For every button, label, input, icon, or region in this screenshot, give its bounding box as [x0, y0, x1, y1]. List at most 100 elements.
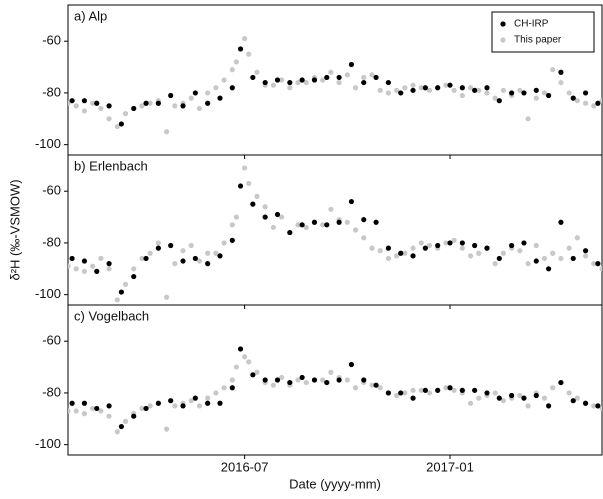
legend-label: This paper [514, 35, 562, 46]
data-point [139, 255, 145, 262]
data-point [435, 387, 441, 393]
data-point [324, 379, 330, 386]
data-point [558, 379, 564, 386]
data-point [279, 374, 285, 381]
data-point [320, 77, 326, 83]
y-axis-label: δ²H (‰-VSMOW) [7, 179, 22, 280]
data-point [233, 364, 240, 370]
data-point [418, 85, 424, 91]
data-point [118, 289, 124, 295]
data-point [377, 87, 383, 93]
data-point [550, 250, 556, 256]
data-point [287, 379, 293, 386]
y-tick-label: -100 [35, 436, 61, 451]
data-point [336, 74, 342, 81]
data-point [369, 245, 375, 251]
data-point [394, 87, 400, 93]
data-point [81, 98, 88, 104]
data-point [73, 408, 79, 414]
panel-title: b) Erlenbach [74, 158, 148, 173]
data-point [254, 69, 260, 75]
data-point [533, 392, 539, 399]
data-point [98, 255, 104, 262]
data-point [303, 379, 309, 386]
plot-area [68, 346, 602, 435]
data-point [250, 74, 256, 81]
data-point [517, 248, 523, 254]
data-point [472, 87, 478, 93]
data-point [476, 250, 482, 256]
data-point [328, 206, 334, 212]
data-point [546, 266, 552, 272]
data-point [472, 242, 478, 249]
data-point [574, 98, 580, 104]
data-point [114, 429, 120, 435]
data-point [114, 123, 120, 130]
y-tick-label: -60 [42, 333, 61, 348]
data-point [81, 108, 88, 114]
data-point [385, 90, 391, 96]
data-point [246, 359, 252, 365]
data-point [155, 100, 161, 106]
data-point [459, 92, 465, 99]
data-point [447, 385, 453, 391]
data-point [287, 85, 293, 91]
data-point [324, 222, 330, 228]
data-point [402, 250, 408, 256]
data-point [217, 400, 223, 406]
data-point [418, 387, 424, 393]
data-point [143, 100, 149, 106]
data-point [459, 245, 465, 251]
data-point [229, 385, 235, 391]
data-point [303, 79, 309, 86]
data-point [168, 398, 174, 404]
data-point [155, 400, 161, 406]
data-point [262, 79, 268, 86]
x-tick-label: 2017-01 [426, 459, 474, 474]
data-point [188, 398, 194, 404]
data-point [196, 258, 203, 264]
data-point [233, 59, 240, 65]
data-point [98, 105, 104, 112]
y-tick-label: -100 [35, 286, 61, 301]
data-point [254, 369, 260, 375]
data-point [574, 395, 580, 401]
data-point [385, 390, 391, 396]
data-point [541, 395, 548, 401]
data-point [118, 121, 124, 127]
data-point [242, 354, 248, 360]
data-point [369, 72, 375, 78]
data-point [229, 377, 235, 383]
plot-area [68, 165, 602, 303]
data-point [509, 90, 515, 96]
data-point [459, 240, 465, 246]
y-tick-label: -80 [42, 384, 61, 399]
data-point [595, 261, 601, 267]
data-point [525, 116, 531, 122]
data-point [525, 261, 531, 267]
data-point [287, 79, 293, 86]
panel-frame [67, 154, 603, 306]
data-point [344, 72, 350, 78]
panel-frame [67, 304, 603, 456]
data-point [336, 79, 342, 86]
data-point [521, 395, 527, 401]
x-axis-label: Date (yyyy-mm) [289, 476, 381, 491]
data-point [106, 261, 112, 267]
data-point [348, 361, 355, 368]
data-point [139, 405, 145, 412]
data-point [163, 294, 170, 300]
data-point [426, 242, 433, 249]
data-point [311, 377, 318, 383]
data-point [361, 235, 367, 241]
data-point [274, 211, 281, 218]
data-point [521, 90, 527, 96]
data-point [496, 255, 502, 262]
data-point [410, 245, 416, 251]
data-point [242, 165, 248, 171]
data-point [336, 377, 342, 383]
data-point [205, 90, 211, 96]
data-point [361, 377, 367, 383]
data-point [229, 222, 235, 228]
data-point [274, 77, 281, 83]
